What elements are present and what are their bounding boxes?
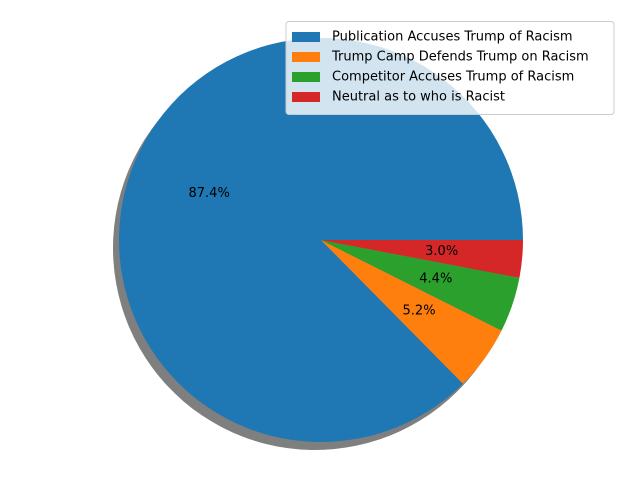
legend-swatch-neutral-as-to-who-is-racist <box>292 92 320 102</box>
percent-label-competitor-accuses-trump-of-racism: 4.4% <box>419 271 452 286</box>
percent-label-neutral-as-to-who-is-racist: 3.0% <box>425 244 458 259</box>
slice-trump-camp-defends-trump-on-racism <box>321 240 502 384</box>
legend-label-publication-accuses-trump-of-racism: Publication Accuses Trump of Racism <box>332 30 573 45</box>
pie-percent-labels: 87.4% 5.2% 4.4% 3.0% <box>189 186 459 319</box>
slice-publication-accuses-trump-of-racism <box>118 38 524 443</box>
legend-swatch-publication-accuses-trump-of-racism <box>292 32 320 42</box>
legend-swatch-trump-camp-defends-trump-on-racism <box>292 52 320 62</box>
legend: Publication Accuses Trump of Racism Trump… <box>285 21 615 115</box>
legend-label-trump-camp-defends-trump-on-racism: Trump Camp Defends Trump on Racism <box>331 50 589 65</box>
legend-label-neutral-as-to-who-is-racist: Neutral as to who is Racist <box>332 90 505 105</box>
percent-label-publication-accuses-trump-of-racism: 87.4% <box>189 186 230 201</box>
legend-frame <box>285 21 615 115</box>
legend-swatch-competitor-accuses-trump-of-racism <box>292 72 320 82</box>
legend-label-competitor-accuses-trump-of-racism: Competitor Accuses Trump of Racism <box>332 70 574 85</box>
pie-slices <box>118 38 524 443</box>
legend-items: Publication Accuses Trump of Racism Trump… <box>292 30 589 105</box>
percent-label-trump-camp-defends-trump-on-racism: 5.2% <box>403 304 436 319</box>
slice-neutral-as-to-who-is-racist <box>321 240 523 278</box>
slice-competitor-accuses-trump-of-racism <box>321 240 520 331</box>
